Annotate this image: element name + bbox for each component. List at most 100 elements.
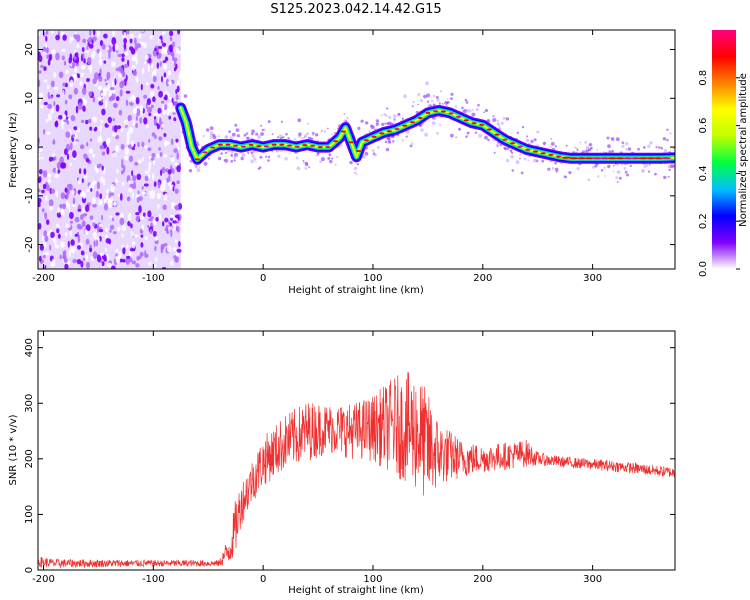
noise-cell [55, 167, 58, 175]
noise-cell [113, 125, 118, 133]
ridge-halo-dot [236, 134, 240, 138]
noise-cell [148, 112, 152, 117]
ridge-halo-dot [441, 103, 444, 105]
noise-cell [92, 251, 98, 259]
noise-cell [138, 205, 142, 214]
ridge-halo-dot [439, 90, 443, 93]
noise-cell [156, 153, 160, 159]
ridge-halo-dot [356, 163, 359, 166]
noise-cell [153, 112, 157, 118]
ridge-halo-dot [393, 118, 397, 122]
noise-cell [68, 249, 71, 258]
ridge-peak [479, 123, 485, 126]
noise-cell [76, 44, 80, 49]
noise-cell [156, 193, 161, 198]
noise-cell [76, 34, 81, 43]
noise-cell [77, 208, 82, 212]
noise-cell [50, 107, 55, 114]
ridge-peak [217, 143, 223, 146]
noise-cell [177, 145, 180, 151]
x-tick-label: 100 [363, 574, 382, 585]
noise-cell [43, 128, 46, 135]
noise-cell [93, 240, 96, 248]
noise-cell [148, 164, 151, 173]
noise-cell [122, 181, 125, 186]
noise-cell [135, 76, 139, 83]
ridge-halo-dot [306, 132, 309, 135]
noise-cell [67, 203, 71, 211]
noise-cell [63, 119, 68, 123]
ridge-halo-dot [612, 170, 615, 173]
ridge-halo-dot [551, 167, 555, 170]
noise-cell [119, 89, 123, 97]
noise-cell [73, 126, 78, 131]
noise-cell [86, 142, 89, 147]
ridge-halo-dot [188, 169, 193, 173]
ridge-halo-dot [220, 152, 223, 155]
noise-cell [158, 90, 164, 98]
noise-cell [101, 165, 104, 171]
noise-cell [65, 200, 69, 209]
noise-cell [82, 38, 86, 43]
ridge-halo-dot [323, 130, 326, 133]
noise-cell [85, 158, 90, 163]
noise-cell [76, 55, 80, 64]
noise-cell [82, 87, 87, 96]
noise-cell [89, 126, 93, 131]
noise-cell [161, 167, 166, 174]
ridge-halo-dot [293, 138, 297, 141]
noise-cell [111, 217, 114, 222]
ridge-halo-dot [320, 130, 323, 132]
noise-cell [53, 156, 57, 160]
noise-cell [147, 147, 152, 151]
noise-cell [57, 233, 61, 239]
noise-cell [123, 78, 127, 86]
noise-cell [86, 78, 90, 82]
noise-cell [144, 145, 148, 149]
noise-cell [136, 173, 142, 180]
ridge-halo-dot [584, 141, 588, 144]
noise-cell [130, 230, 135, 237]
noise-cell [164, 90, 168, 95]
ridge-halo-dot [334, 163, 337, 166]
ridge-halo-dot [525, 138, 530, 143]
ridge-halo-dot [301, 137, 304, 140]
colorbar: 0.0 0.2 0.4 0.6 0.8 Normalized spectral ampl… [698, 30, 749, 277]
noise-cell [53, 72, 57, 78]
noise-cell [106, 74, 110, 81]
ridge-halo-dot [666, 138, 669, 142]
ridge-halo-dot [260, 132, 264, 136]
x-tick-label: -100 [142, 574, 165, 585]
noise-cell [51, 49, 56, 55]
noise-cell [121, 158, 124, 167]
noise-cell [106, 194, 109, 201]
ridge-halo-dot [267, 120, 271, 124]
noise-cell [126, 133, 130, 141]
ridge-halo-dot [503, 146, 507, 150]
ridge-halo-dot [317, 152, 320, 155]
ridge-halo-dot [372, 152, 376, 155]
noise-cell [127, 221, 131, 227]
ridge-halo-dot [284, 157, 288, 161]
noise-cell [80, 260, 84, 268]
noise-cell [161, 42, 167, 47]
noise-cell [60, 241, 65, 248]
noise-cell [163, 104, 168, 111]
ridge-halo-dot [285, 132, 288, 136]
ridge-halo-dot [387, 121, 392, 126]
noise-cell [85, 119, 89, 125]
ridge-halo-dot [435, 96, 439, 99]
ridge-halo-dot [449, 133, 454, 138]
noise-cell [58, 115, 63, 120]
noise-cell [59, 156, 64, 165]
ridge-halo-dot [467, 109, 472, 113]
ridge-halo-dot [499, 144, 502, 147]
noise-cell [157, 38, 162, 44]
noise-cell [176, 165, 181, 173]
y-tick-label: -10 [24, 188, 35, 204]
noise-cell [47, 103, 53, 110]
noise-cell [131, 191, 134, 200]
ridge-halo-dot [519, 153, 522, 156]
noise-cell [111, 133, 117, 137]
noise-cell [65, 223, 71, 229]
